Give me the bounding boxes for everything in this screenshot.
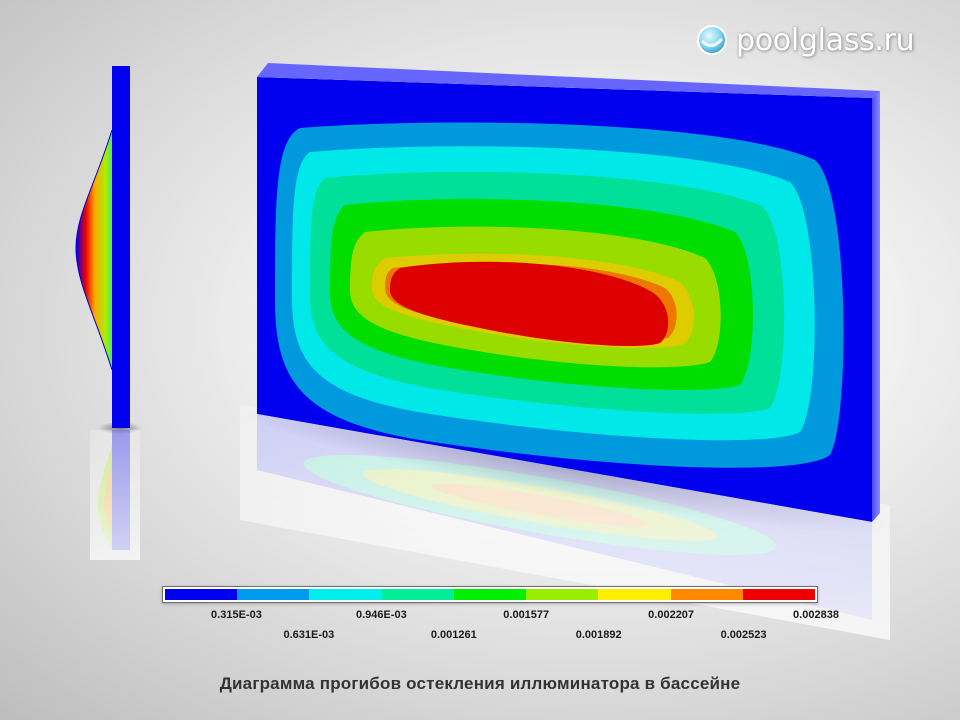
deflection-panel xyxy=(257,77,872,522)
contour-bands xyxy=(275,122,844,468)
scale-tick-label: 0.002838 xyxy=(793,609,839,621)
scale-tick-label: 0.631E-03 xyxy=(283,629,335,641)
scale-tick-label: 0.001577 xyxy=(503,609,550,621)
scale-swatch xyxy=(237,589,310,600)
side-reflection-fade xyxy=(90,430,140,560)
panel-right-edge xyxy=(872,91,880,522)
brand-logo: poolglass.ru xyxy=(694,20,915,60)
side-deflection-profile xyxy=(75,66,130,428)
brand-name: poolglass.ru xyxy=(736,22,915,58)
scale-tick-label: 0.001261 xyxy=(430,629,477,641)
scale-tick-label: 0.002207 xyxy=(648,609,695,621)
scale-swatch xyxy=(309,589,382,600)
scale-swatch xyxy=(453,589,527,600)
droplet-logo-icon xyxy=(697,25,727,55)
color-scale-bar xyxy=(162,586,818,603)
scale-swatch xyxy=(381,589,454,600)
scale-tick-label: 0.946E-03 xyxy=(355,609,407,621)
scale-tick-label: 0.002523 xyxy=(720,629,767,641)
scale-swatch xyxy=(742,589,815,600)
contour-band xyxy=(390,261,669,347)
diagram-caption: Диаграмма прогибов остекления иллюминато… xyxy=(219,674,741,693)
reflection-fade xyxy=(240,405,890,640)
scale-swatch xyxy=(598,589,671,600)
scale-swatch xyxy=(526,589,599,600)
scale-tick-label: 0.315E-03 xyxy=(211,609,262,621)
panel-top-edge xyxy=(257,63,880,98)
scale-swatch xyxy=(670,589,743,600)
scale-tick-label: 0.001892 xyxy=(575,629,622,641)
scale-swatch xyxy=(165,589,238,600)
